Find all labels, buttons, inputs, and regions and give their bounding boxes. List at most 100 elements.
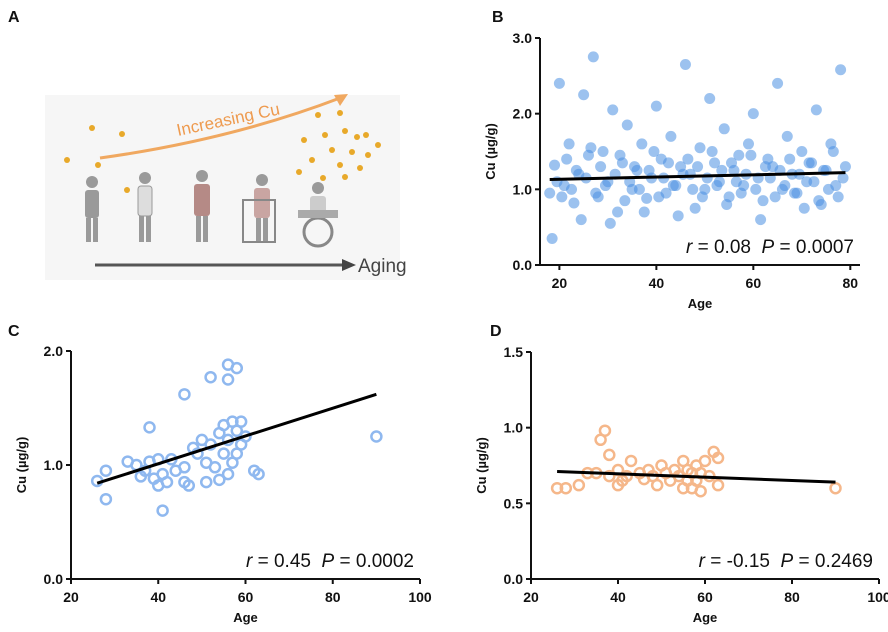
point (620, 469, 633, 483)
point (745, 149, 757, 161)
point (549, 159, 561, 171)
point (726, 157, 738, 169)
y-tick-label: 3.0 (513, 30, 533, 46)
x-tick-label: 20 (63, 589, 79, 605)
point (796, 146, 808, 157)
point (709, 157, 721, 169)
point (755, 214, 767, 226)
point (711, 451, 725, 465)
point (679, 58, 691, 70)
point (614, 149, 626, 161)
point (653, 191, 665, 203)
x-tick-label: 40 (610, 589, 626, 605)
point (604, 217, 616, 229)
annotation: r = -0.15 P = 0.2469 (699, 551, 873, 572)
copper-dots (64, 110, 381, 193)
point (221, 467, 235, 481)
point (650, 100, 662, 112)
cu-arrow-head (334, 94, 348, 106)
annotation-part: = 0.0002 (334, 551, 414, 572)
point (595, 161, 607, 173)
point (590, 187, 602, 199)
point (178, 461, 191, 474)
point (156, 504, 169, 517)
point (234, 415, 248, 428)
point (735, 187, 747, 199)
point (839, 161, 851, 173)
x-tick-label: 40 (150, 589, 166, 605)
point (827, 146, 839, 157)
points (544, 51, 851, 245)
panel-label: A (8, 9, 20, 26)
y-tick-label: 2.0 (44, 343, 64, 359)
point (779, 180, 791, 192)
point (160, 475, 174, 489)
point (747, 108, 759, 120)
y-axis-label: Cu (µg/g) (474, 437, 489, 494)
point (643, 164, 655, 176)
point (624, 454, 638, 468)
annotation: r = 0.45 P = 0.0002 (246, 551, 414, 572)
x-tick-label: 100 (867, 589, 888, 605)
annotation-part: r (699, 551, 706, 572)
point (803, 157, 815, 169)
point (370, 430, 383, 443)
point (546, 233, 558, 245)
point (612, 206, 624, 218)
x-tick-label: 60 (697, 589, 713, 605)
point (619, 195, 631, 207)
points (90, 358, 383, 517)
point (687, 183, 699, 195)
point (568, 197, 580, 209)
point (636, 138, 648, 150)
point (99, 464, 113, 477)
point (662, 157, 674, 169)
point (208, 461, 222, 474)
point (572, 478, 586, 492)
point (598, 424, 612, 437)
x-tick-label: 60 (746, 275, 762, 291)
annotation-part: = 0.0007 (774, 237, 854, 258)
point (599, 180, 611, 192)
annotation-part: r (686, 237, 693, 258)
annotation: r = 0.08 P = 0.0007 (686, 237, 854, 258)
point (641, 192, 653, 204)
x-tick-label: 80 (784, 589, 800, 605)
y-tick-label: 0.0 (504, 571, 524, 587)
point (721, 198, 733, 210)
point (143, 421, 156, 434)
point (204, 370, 217, 384)
point (230, 361, 244, 375)
annotation-part: P (322, 551, 335, 572)
point (718, 123, 730, 135)
point (701, 172, 713, 184)
y-tick-label: 1.0 (513, 181, 533, 197)
point (822, 183, 834, 195)
point (667, 180, 679, 192)
x-tick-label: 40 (649, 275, 665, 291)
point (730, 176, 742, 188)
point (553, 77, 565, 89)
point (578, 89, 590, 101)
annotation-part: P (762, 237, 775, 258)
y-tick-label: 1.0 (44, 457, 64, 473)
point (665, 130, 677, 142)
point (603, 469, 616, 483)
point (182, 479, 196, 492)
point (199, 475, 213, 489)
y-tick-label: 1.0 (504, 420, 524, 436)
point (835, 64, 847, 76)
point (99, 492, 113, 506)
point (798, 202, 810, 214)
point (607, 104, 619, 116)
y-tick-label: 1.5 (504, 344, 524, 360)
point (781, 130, 793, 142)
aging-label: Aging (358, 256, 407, 277)
fit-line (557, 470, 836, 484)
point (217, 447, 230, 460)
point (682, 153, 694, 165)
illustration: A Increasing Cu Aging (8, 9, 407, 280)
point (694, 142, 706, 154)
cu-arrow (99, 96, 341, 160)
